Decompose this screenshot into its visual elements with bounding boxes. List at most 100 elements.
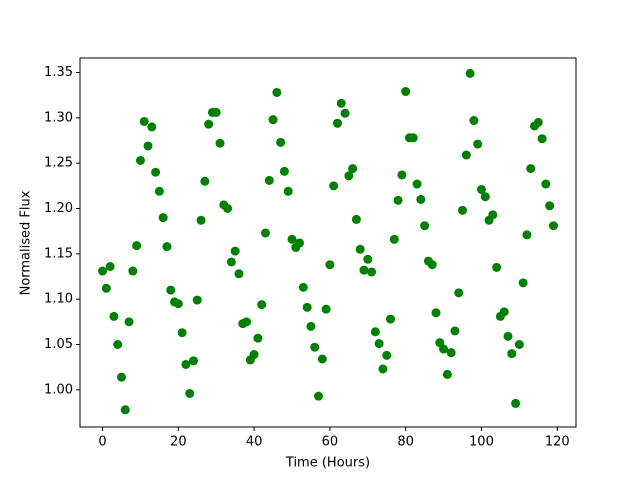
point: [302, 302, 312, 312]
x-tick-label: 60: [322, 435, 339, 450]
point: [143, 141, 153, 151]
point: [397, 170, 407, 180]
point: [264, 175, 274, 185]
y-axis-label: Normalised Flux: [19, 190, 34, 295]
point: [348, 164, 358, 174]
x-tick-label: 40: [246, 435, 263, 450]
point: [200, 176, 210, 186]
y-tick-label: 1.25: [44, 156, 73, 171]
point: [427, 260, 437, 270]
point: [363, 254, 373, 264]
point: [116, 372, 126, 382]
point: [370, 327, 380, 337]
point: [378, 364, 388, 374]
point: [139, 116, 149, 126]
point: [458, 205, 468, 215]
y-tick-label: 1.20: [44, 201, 73, 216]
point: [196, 215, 206, 225]
point: [314, 391, 324, 401]
point: [480, 192, 490, 202]
point: [173, 299, 183, 309]
point: [162, 242, 172, 252]
point: [518, 278, 528, 288]
point: [344, 171, 354, 181]
point: [367, 267, 377, 277]
point: [359, 265, 369, 275]
point: [215, 138, 225, 148]
point: [412, 179, 422, 189]
point: [351, 214, 361, 224]
point: [295, 238, 305, 248]
point: [329, 181, 339, 191]
x-tick-label: 80: [397, 435, 414, 450]
x-tick-label: 120: [545, 435, 570, 450]
point: [223, 204, 233, 214]
point: [276, 137, 286, 147]
x-tick-label: 100: [469, 435, 494, 450]
point: [113, 339, 123, 349]
point: [389, 234, 399, 244]
point: [166, 285, 176, 295]
point: [465, 68, 475, 78]
point: [469, 116, 479, 126]
point: [234, 269, 244, 279]
point: [382, 350, 392, 360]
point: [260, 228, 270, 238]
point: [325, 260, 335, 270]
y-tick-label: 1.30: [44, 110, 73, 125]
point: [408, 133, 418, 143]
point: [511, 398, 521, 408]
point: [181, 359, 191, 369]
point: [279, 166, 289, 176]
point: [226, 257, 236, 267]
point: [401, 87, 411, 97]
point: [268, 115, 278, 125]
point: [298, 282, 308, 292]
y-tick-label: 1.05: [44, 337, 73, 352]
point: [185, 388, 195, 398]
point: [473, 139, 483, 149]
point: [135, 155, 145, 165]
point: [499, 307, 509, 317]
point: [321, 304, 331, 314]
point: [332, 118, 342, 128]
point: [253, 333, 263, 343]
point: [147, 122, 157, 132]
point: [158, 213, 168, 223]
y-tick-label: 1.10: [44, 292, 73, 307]
point: [355, 244, 365, 254]
point: [450, 326, 460, 336]
point: [492, 262, 502, 272]
point: [132, 241, 142, 251]
point: [188, 356, 198, 366]
point: [211, 107, 221, 117]
point: [446, 348, 456, 358]
point: [151, 167, 161, 177]
x-tick-label: 0: [98, 435, 106, 450]
point: [124, 317, 134, 327]
point: [393, 195, 403, 205]
point: [204, 119, 214, 129]
point: [283, 186, 293, 196]
point: [177, 328, 187, 338]
y-tick-label: 1.35: [44, 65, 73, 80]
point: [287, 234, 297, 244]
point: [230, 246, 240, 256]
point: [439, 344, 449, 354]
point: [476, 184, 486, 194]
plot-frame: [79, 57, 577, 428]
point: [317, 354, 327, 364]
point: [340, 108, 350, 118]
point: [548, 221, 558, 231]
point: [154, 186, 164, 196]
point: [526, 164, 536, 174]
point: [98, 266, 108, 276]
point: [488, 210, 498, 220]
point: [272, 87, 282, 97]
point: [242, 317, 252, 327]
point: [105, 262, 115, 272]
point: [537, 134, 547, 144]
point: [306, 321, 316, 331]
